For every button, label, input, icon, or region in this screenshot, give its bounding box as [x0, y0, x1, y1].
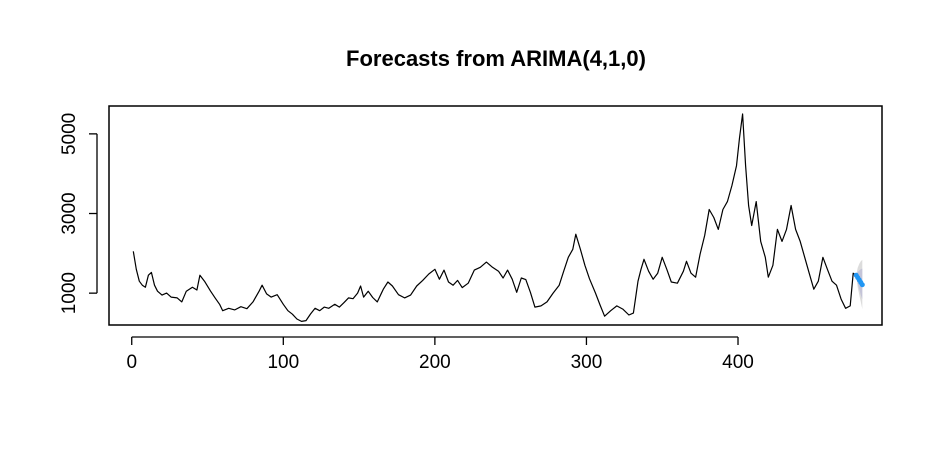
- x-tick-label: 0: [126, 352, 137, 373]
- x-tick-label: 400: [722, 352, 754, 373]
- x-tick-label: 100: [267, 352, 299, 373]
- plot-area: [132, 113, 865, 322]
- y-tick-label: 5000: [59, 113, 80, 155]
- y-axis: 1000 3000 5000: [59, 113, 98, 314]
- y-tick-label: 1000: [59, 272, 80, 314]
- chart-title: Forecasts from ARIMA(4,1,0): [346, 46, 646, 71]
- plot-frame: [108, 105, 883, 326]
- observed-series-line: [132, 113, 857, 322]
- x-axis: 0 100 200 300 400: [126, 336, 754, 373]
- x-tick-label: 300: [571, 352, 603, 373]
- forecast-point: [859, 282, 865, 288]
- y-tick-label: 3000: [59, 192, 80, 234]
- x-tick-label: 200: [419, 352, 451, 373]
